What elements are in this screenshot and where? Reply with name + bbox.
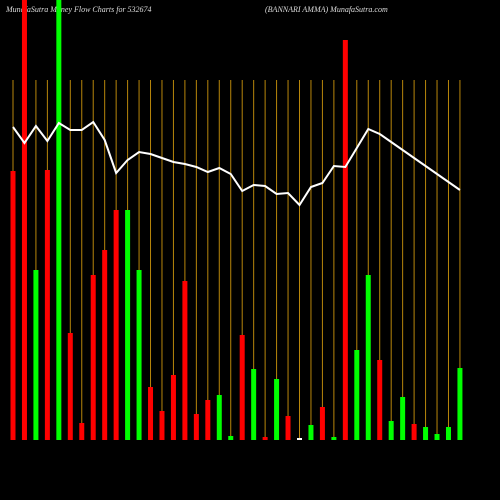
- bar: [44, 170, 50, 440]
- bar: [216, 395, 222, 440]
- bar: [136, 270, 142, 440]
- bar: [274, 379, 280, 440]
- bar: [319, 407, 325, 440]
- bar: [205, 400, 211, 440]
- bar: [400, 397, 406, 440]
- bar: [182, 281, 188, 440]
- bar: [228, 436, 234, 440]
- bar: [434, 434, 440, 440]
- bar: [342, 40, 348, 440]
- bar: [354, 350, 360, 440]
- bar: [262, 437, 268, 440]
- bar: [56, 0, 62, 440]
- bar: [331, 437, 337, 440]
- bar: [33, 270, 39, 440]
- bar: [21, 0, 27, 440]
- bar: [297, 438, 302, 440]
- bar: [457, 368, 463, 440]
- bar: [445, 427, 451, 440]
- bar: [388, 421, 394, 440]
- bar: [377, 360, 383, 440]
- bar: [148, 387, 154, 440]
- bar: [365, 275, 371, 440]
- line: [12, 120, 461, 207]
- bar: [411, 424, 417, 440]
- bar: [285, 416, 291, 440]
- bar: [239, 335, 245, 440]
- bar: [251, 369, 257, 440]
- bar: [170, 375, 176, 440]
- bar: [423, 427, 429, 440]
- bar: [10, 171, 16, 440]
- bar: [193, 414, 199, 440]
- bar: [90, 275, 96, 440]
- bar: [102, 250, 108, 440]
- bar: [125, 210, 131, 440]
- chart-subtitle: (BANNARI AMMA) MunafaSutra.com: [265, 5, 388, 14]
- bar: [159, 411, 165, 440]
- bar: [308, 425, 314, 440]
- chart-title: MunafaSutra Money Flow Charts for 532674: [5, 5, 152, 14]
- bar: [67, 333, 73, 440]
- bar: [113, 210, 119, 440]
- bar: [79, 423, 85, 440]
